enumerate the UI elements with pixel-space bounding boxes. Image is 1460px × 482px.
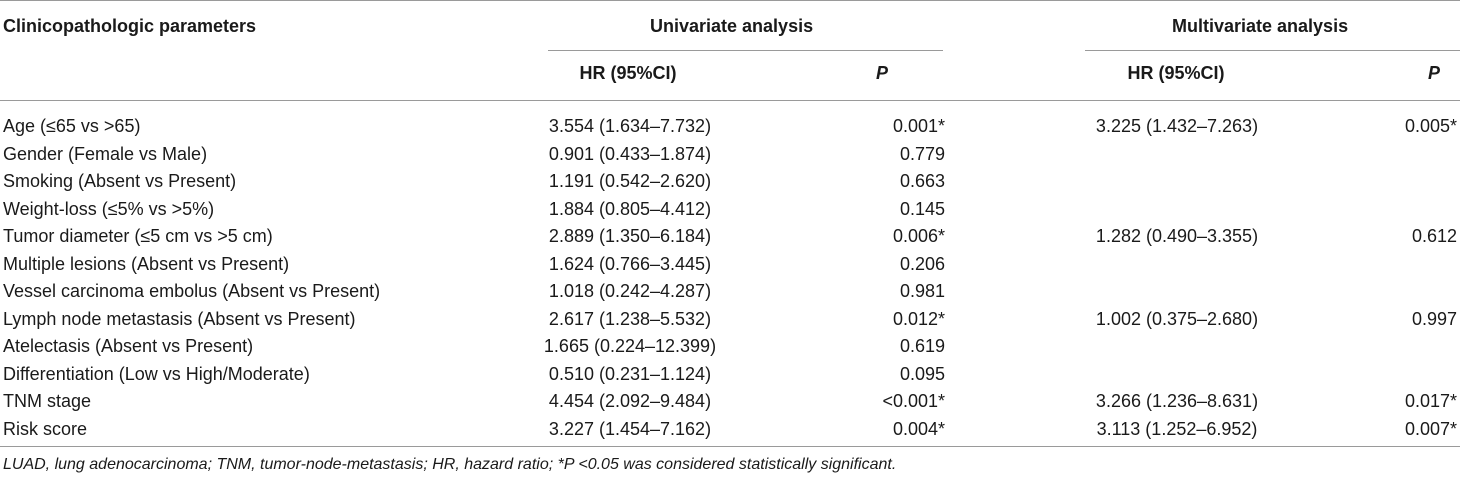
top-rule (0, 0, 1460, 1)
multivariate-p-header: P (1428, 63, 1441, 83)
header-bottom-rule (0, 100, 1460, 101)
row-parameter: Vessel carcinoma embolus (Absent vs Pres… (3, 281, 381, 301)
param-column-header: Clinicopathologic parameters (3, 16, 257, 36)
multivariate-header: Multivariate analysis (1172, 16, 1349, 36)
row-univariate-hr-text: 4.454 (2.092–9.484) (548, 391, 712, 411)
row-parameter: Age (≤65 vs >65) (3, 116, 141, 136)
row-univariate-hr-text: 0.901 (0.433–1.874) (548, 144, 712, 164)
row-multivariate-hr-text: 3.266 (1.236–8.631) (1095, 391, 1259, 411)
univariate-p-header: P (876, 63, 889, 83)
row-multivariate-hr-text: 1.002 (0.375–2.680) (1095, 309, 1259, 329)
row-univariate-p: 0.006* (892, 226, 945, 246)
row-multivariate-hr-text: 3.113 (1.252–6.952) (1096, 419, 1258, 439)
row-univariate-hr-text: 0.510 (0.231–1.124) (548, 364, 712, 384)
row-univariate-hr-text: 3.227 (1.454–7.162) (548, 419, 712, 439)
row-univariate-hr-text: 1.624 (0.766–3.445) (548, 254, 712, 274)
row-univariate-p: 0.004* (892, 419, 945, 439)
row-univariate-p: 0.663 (899, 171, 945, 191)
row-multivariate-p: 0.997 (1411, 309, 1457, 329)
univariate-underline (548, 50, 943, 51)
row-parameter: Tumor diameter (≤5 cm vs >5 cm) (3, 226, 273, 246)
row-univariate-hr-text: 1.665 (0.224–12.399) (543, 336, 717, 356)
row-univariate-hr-text: 1.884 (0.805–4.412) (548, 199, 712, 219)
multivariate-underline (1085, 50, 1460, 51)
row-univariate-p: 0.095 (899, 364, 945, 384)
row-parameter: Lymph node metastasis (Absent vs Present… (3, 309, 356, 329)
row-multivariate-p: 0.005* (1404, 116, 1457, 136)
univariate-hr-label: HR (95%CI) (579, 63, 677, 83)
row-parameter: Multiple lesions (Absent vs Present) (3, 254, 290, 274)
row-univariate-hr-text: 2.617 (1.238–5.532) (548, 309, 712, 329)
row-parameter: Smoking (Absent vs Present) (3, 171, 237, 191)
row-univariate-hr-text: 1.191 (0.542–2.620) (548, 171, 712, 191)
row-univariate-p: 0.001* (892, 116, 945, 136)
multivariate-hr-label: HR (95%CI) (1127, 63, 1225, 83)
row-parameter: Atelectasis (Absent vs Present) (3, 336, 254, 356)
row-univariate-p: 0.206 (899, 254, 945, 274)
row-multivariate-p: 0.612 (1411, 226, 1457, 246)
row-univariate-p: 0.012* (892, 309, 945, 329)
row-parameter: TNM stage (3, 391, 92, 411)
row-parameter: Differentiation (Low vs High/Moderate) (3, 364, 310, 384)
row-multivariate-hr-text: 1.282 (0.490–3.355) (1095, 226, 1259, 246)
row-parameter: Risk score (3, 419, 88, 439)
row-parameter: Gender (Female vs Male) (3, 144, 208, 164)
row-univariate-hr-text: 2.889 (1.350–6.184) (548, 226, 712, 246)
table-bottom-rule (0, 446, 1460, 447)
row-parameter: Weight-loss (≤5% vs >5%) (3, 199, 215, 219)
row-multivariate-hr-text: 3.225 (1.432–7.263) (1095, 116, 1259, 136)
row-multivariate-p: 0.017* (1404, 391, 1457, 411)
row-univariate-hr-text: 3.554 (1.634–7.732) (548, 116, 712, 136)
row-univariate-p: <0.001* (882, 391, 945, 411)
row-univariate-p: 0.981 (899, 281, 945, 301)
row-univariate-p: 0.779 (899, 144, 945, 164)
row-multivariate-p: 0.007* (1404, 419, 1457, 439)
univariate-header: Univariate analysis (650, 16, 814, 36)
row-univariate-p: 0.619 (899, 336, 945, 356)
table-footnote: LUAD, lung adenocarcinoma; TNM, tumor-no… (3, 456, 897, 473)
row-univariate-hr-text: 1.018 (0.242–4.287) (548, 281, 712, 301)
row-univariate-p: 0.145 (899, 199, 945, 219)
